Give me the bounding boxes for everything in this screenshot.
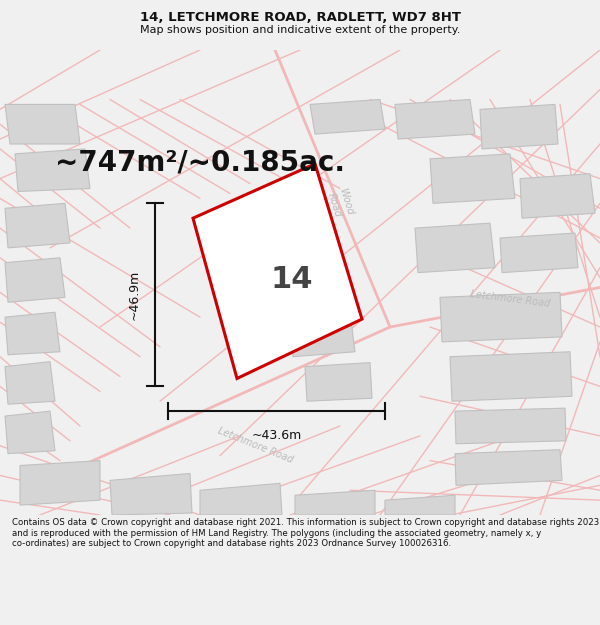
Polygon shape bbox=[455, 450, 562, 486]
Polygon shape bbox=[305, 362, 372, 401]
Text: 14: 14 bbox=[271, 265, 313, 294]
Text: Contains OS data © Crown copyright and database right 2021. This information is : Contains OS data © Crown copyright and d… bbox=[12, 518, 599, 548]
Polygon shape bbox=[395, 99, 475, 139]
Text: 14, LETCHMORE ROAD, RADLETT, WD7 8HT: 14, LETCHMORE ROAD, RADLETT, WD7 8HT bbox=[139, 11, 461, 24]
Polygon shape bbox=[290, 312, 355, 357]
Polygon shape bbox=[5, 411, 55, 454]
Polygon shape bbox=[310, 99, 385, 134]
Polygon shape bbox=[200, 483, 282, 515]
Polygon shape bbox=[455, 408, 566, 444]
Polygon shape bbox=[480, 104, 558, 149]
Polygon shape bbox=[5, 362, 55, 404]
Polygon shape bbox=[5, 203, 70, 248]
Text: Letchmore Road: Letchmore Road bbox=[216, 426, 294, 466]
Polygon shape bbox=[520, 174, 595, 218]
Polygon shape bbox=[5, 312, 60, 355]
Text: Map shows position and indicative extent of the property.: Map shows position and indicative extent… bbox=[140, 25, 460, 35]
Text: Wood
Road: Wood Road bbox=[326, 187, 355, 220]
Polygon shape bbox=[5, 104, 80, 144]
Polygon shape bbox=[500, 233, 578, 272]
Polygon shape bbox=[440, 292, 562, 342]
Polygon shape bbox=[415, 223, 495, 272]
Polygon shape bbox=[193, 164, 362, 379]
Text: ~43.6m: ~43.6m bbox=[251, 429, 302, 442]
Polygon shape bbox=[15, 149, 90, 191]
Polygon shape bbox=[110, 474, 192, 515]
Text: ~46.9m: ~46.9m bbox=[128, 270, 141, 320]
Polygon shape bbox=[430, 154, 515, 203]
Polygon shape bbox=[450, 352, 572, 401]
Text: ~747m²/~0.185ac.: ~747m²/~0.185ac. bbox=[55, 149, 345, 177]
Polygon shape bbox=[385, 495, 455, 515]
Polygon shape bbox=[5, 258, 65, 302]
Polygon shape bbox=[295, 490, 375, 515]
Polygon shape bbox=[20, 461, 100, 505]
Text: Letchmore Road: Letchmore Road bbox=[470, 289, 550, 309]
